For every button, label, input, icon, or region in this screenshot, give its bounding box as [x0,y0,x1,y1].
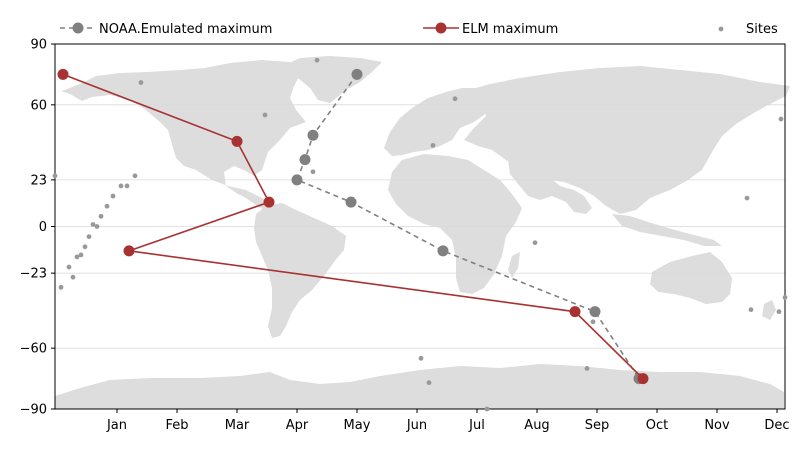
elm-point [263,196,275,208]
axes: 90 60 23 0 −23 −60 −90 Jan Feb Mar Apr May Jun Jul Aug… [20,38,790,434]
noaa-point [299,154,311,166]
map-north-america [55,60,306,210]
map-antarctica [55,364,784,409]
site-point [124,183,130,189]
world-map-background [55,56,790,409]
site-point [590,319,596,325]
elm-point [569,306,581,318]
map-australia [650,252,732,304]
map-arctic-islands [168,66,262,88]
site-point [74,254,80,260]
legend-marker-sites [718,26,724,32]
x-tick-label: Jul [468,418,485,433]
legend-label-noaa: NOAA.Emulated maximum [99,22,272,37]
y-tick-label: 60 [30,98,47,113]
series [52,57,788,412]
site-point [776,309,782,315]
site-point [132,173,138,179]
x-tick-label: Jun [406,418,427,433]
x-tick-label: Feb [165,418,188,433]
site-point [452,96,458,102]
x-tick-label: May [344,418,371,433]
y-tick-label: 0 [39,220,47,235]
site-point [430,142,436,148]
site-point [52,173,58,179]
site-point [778,116,784,122]
legend: NOAA.Emulated maximum ELM maximum Sites [60,22,778,37]
elm-point [231,135,243,147]
elm-point [637,373,649,385]
site-point [58,284,64,290]
map-africa [388,154,522,294]
elm-point [57,68,69,80]
y-tick-label: −60 [20,342,47,357]
y-tick-label: 23 [30,173,47,188]
site-point [426,380,432,386]
noaa-point [351,68,363,80]
map-madagascar [508,252,520,278]
x-tick-label: Nov [704,418,730,433]
site-point [94,224,100,229]
map-south-america [254,203,346,338]
legend-label-elm: ELM maximum [462,22,558,37]
x-tick-label: Mar [225,418,250,433]
y-tick-label: 90 [30,38,47,53]
y-tick-label: −90 [20,403,47,418]
site-point [110,193,116,199]
site-point [310,169,316,175]
x-tick-label: Oct [646,418,668,433]
noaa-point [291,174,303,186]
site-point [98,213,104,219]
elm-series-line [62,73,644,380]
site-point [104,203,110,209]
noaa-point [307,129,319,141]
noaa-point [589,306,601,318]
x-tick-label: Jan [106,418,127,433]
map-se-asia-islands [612,214,722,246]
site-point [748,307,754,313]
x-tick-label: Dec [764,418,789,433]
noaa-point [437,245,449,257]
site-point [484,406,490,412]
map-greenland [282,56,382,103]
legend-marker-elm [435,22,447,34]
site-point [584,366,590,371]
y-tick-label: −23 [20,267,47,282]
map-japan [698,132,718,156]
site-point [418,355,424,361]
legend-marker-noaa [72,22,84,34]
site-point [70,274,76,280]
x-tick-label: Aug [524,418,549,433]
site-point [86,234,92,240]
site-point [90,222,96,227]
noaa-point [345,196,357,208]
elm-point [123,245,135,257]
site-point [532,240,538,246]
site-point [82,244,88,250]
x-tick-label: Apr [286,418,309,433]
site-point [314,57,320,63]
site-point [118,183,124,189]
site-point [262,112,268,118]
x-tick-label: Sep [585,418,610,433]
map-south-asia [508,160,592,214]
site-point [138,80,144,85]
map-new-zealand [762,300,776,320]
legend-label-sites: Sites [746,22,778,37]
site-point [78,252,84,258]
site-point [744,195,750,201]
site-point [66,264,72,270]
site-point [782,295,788,300]
